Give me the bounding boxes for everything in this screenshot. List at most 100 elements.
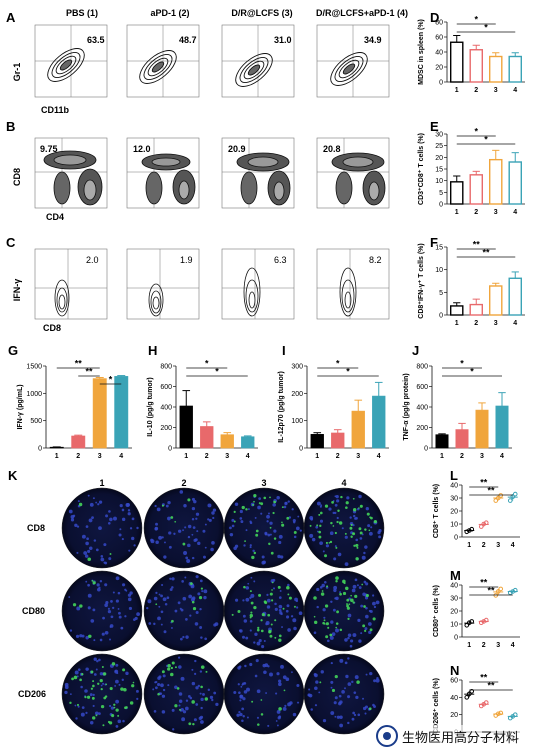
chart-m-ytick-1: 10 bbox=[450, 622, 458, 629]
chart-d-ytick-4: 80 bbox=[435, 20, 443, 27]
chart-e-bar-4 bbox=[508, 161, 522, 205]
chart-i-ylabel: IL-12p70 (pg/g tumor) bbox=[278, 371, 285, 443]
chart-l: 0 10 20 30 40 CD8⁺ T cells (%) 1 2 3 4 **** bbox=[433, 478, 520, 549]
chart-m-xtick-2: 2 bbox=[482, 642, 486, 649]
if-image-r3-c1 bbox=[61, 653, 143, 735]
chart-i-ytick-0: 0 bbox=[299, 446, 303, 453]
chart-g-sig-label-1: ** bbox=[75, 359, 83, 369]
chart-i-bar-3 bbox=[351, 410, 365, 449]
chart-l-ytick-3: 30 bbox=[450, 496, 458, 503]
chart-j-ytick-2: 400 bbox=[416, 405, 428, 412]
chart-n-point-4-3 bbox=[512, 712, 518, 717]
chart-f-ytick-2: 10 bbox=[435, 267, 443, 274]
panel-letter-h: H bbox=[148, 343, 157, 358]
chart-f: 0 5 10 15 CD8⁺IFN-γ⁺ T cells (%) 1 2 3 4 **** bbox=[418, 240, 525, 327]
flow-plot-c4: 8.2 bbox=[316, 248, 390, 320]
if-image-r3-c4 bbox=[303, 653, 385, 735]
chart-f-bar-4 bbox=[508, 277, 522, 316]
flow-plot-c3: 6.3 bbox=[221, 248, 295, 320]
chart-h-ytick-4: 800 bbox=[160, 364, 172, 371]
flow-value-c4: 8.2 bbox=[369, 255, 382, 265]
watermark-text: 生物医用高分子材料 bbox=[402, 730, 520, 746]
chart-l-point-2-1 bbox=[478, 524, 484, 529]
chart-n-sig-label-1: ** bbox=[480, 673, 488, 683]
chart-e: 0 5 10 15 20 25 30 CD3⁺CD8⁺ T cells (%) 1 2 3 4 * * bbox=[418, 127, 525, 216]
flow-value-b3: 20.9 bbox=[228, 144, 246, 154]
chart-d-ytick-1: 20 bbox=[435, 65, 443, 72]
chart-n-point-1-1 bbox=[464, 695, 470, 700]
flow-group-title-1: PBS (1) bbox=[66, 8, 98, 18]
chart-h-xtick-2: 2 bbox=[205, 453, 209, 460]
chart-j-ytick-4: 800 bbox=[416, 364, 428, 371]
chart-n-point-1-2 bbox=[466, 691, 472, 697]
flow-value-a2: 48.7 bbox=[179, 35, 197, 45]
if-column-3: 3 bbox=[261, 478, 266, 488]
flow-row2-ylabel: CD8 bbox=[12, 168, 22, 186]
chart-j-bar-2 bbox=[455, 429, 469, 449]
chart-h-ytick-0: 0 bbox=[168, 446, 172, 453]
chart-i-bar-2 bbox=[331, 432, 345, 449]
chart-i-bar-4 bbox=[372, 395, 386, 449]
if-image-r2-c4 bbox=[303, 570, 385, 652]
flow-value-b2: 12.0 bbox=[133, 144, 151, 154]
chart-g-bar-2 bbox=[71, 435, 86, 449]
chart-e-ytick-2: 10 bbox=[435, 178, 443, 185]
chart-j-xtick-2: 2 bbox=[460, 453, 464, 460]
chart-l-xtick-3: 3 bbox=[496, 542, 500, 549]
chart-l-xtick-2: 2 bbox=[482, 542, 486, 549]
flow-plot-b2: 12.0 bbox=[126, 137, 200, 209]
chart-j-xtick-3: 3 bbox=[480, 453, 484, 460]
chart-e-ytick-4: 20 bbox=[435, 155, 443, 162]
chart-g-xtick-2: 2 bbox=[76, 453, 80, 460]
chart-e-bar-2 bbox=[469, 174, 483, 205]
chart-l-ytick-0: 0 bbox=[454, 535, 458, 542]
chart-e-ytick-1: 5 bbox=[439, 190, 443, 197]
chart-l-ytick-4: 40 bbox=[450, 483, 458, 490]
chart-l-sig-label-2: ** bbox=[487, 486, 495, 496]
chart-i-bar-1 bbox=[310, 434, 324, 449]
chart-i-ytick-3: 300 bbox=[291, 364, 303, 371]
chart-j-ytick-1: 200 bbox=[416, 425, 428, 432]
chart-i-xtick-4: 4 bbox=[377, 453, 381, 460]
chart-l-point-2-3 bbox=[483, 520, 489, 526]
chart-h-ytick-2: 400 bbox=[160, 405, 172, 412]
chart-l-ytick-2: 20 bbox=[450, 509, 458, 516]
panel-letter-f: F bbox=[430, 235, 438, 250]
chart-m-xtick-3: 3 bbox=[496, 642, 500, 649]
chart-d-ytick-2: 40 bbox=[435, 50, 443, 57]
chart-i-xtick-3: 3 bbox=[356, 453, 360, 460]
chart-h-ytick-1: 200 bbox=[160, 425, 172, 432]
chart-n-point-3-3 bbox=[498, 710, 504, 716]
chart-e-sig-label-1: * bbox=[474, 127, 478, 137]
if-column-1: 1 bbox=[99, 478, 104, 488]
flow-row2-xlabel: CD4 bbox=[46, 212, 64, 222]
chart-e-ylabel: CD3⁺CD8⁺ T cells (%) bbox=[418, 133, 425, 205]
chart-l-xtick-1: 1 bbox=[467, 542, 471, 549]
chart-m-point-3-3 bbox=[498, 586, 504, 592]
chart-m-xtick-1: 1 bbox=[467, 642, 471, 649]
chart-m-ytick-4: 40 bbox=[450, 583, 458, 590]
if-column-4: 4 bbox=[341, 478, 346, 488]
flow-row3-xlabel: CD8 bbox=[43, 323, 61, 333]
chart-f-ytick-0: 0 bbox=[439, 313, 443, 320]
if-image-r1-c2 bbox=[143, 487, 225, 569]
chart-e-ytick-3: 15 bbox=[435, 167, 443, 174]
chart-g-xtick-4: 4 bbox=[119, 453, 123, 460]
chart-i-xtick-2: 2 bbox=[336, 453, 340, 460]
panel-letter-i: I bbox=[282, 343, 286, 358]
chart-f-xtick-1: 1 bbox=[455, 320, 459, 327]
chart-j-xtick-4: 4 bbox=[500, 453, 504, 460]
if-row-label-cd80: CD80 bbox=[22, 606, 45, 616]
chart-h-bar-2 bbox=[200, 426, 214, 449]
flow-value-b1: 9.75 bbox=[40, 144, 58, 154]
chart-f-sig-label-2: ** bbox=[482, 248, 490, 258]
flow-plot-a4: 34.9 bbox=[316, 24, 390, 98]
chart-j-sig-label-2: * bbox=[470, 367, 474, 377]
panel-letter-n: N bbox=[450, 663, 459, 678]
chart-j-xtick-1: 1 bbox=[440, 453, 444, 460]
flow-value-a4: 34.9 bbox=[364, 35, 382, 45]
flow-row1-xlabel: CD11b bbox=[41, 105, 70, 115]
chart-l-ytick-1: 10 bbox=[450, 522, 458, 529]
flow-value-c1: 2.0 bbox=[86, 255, 99, 265]
